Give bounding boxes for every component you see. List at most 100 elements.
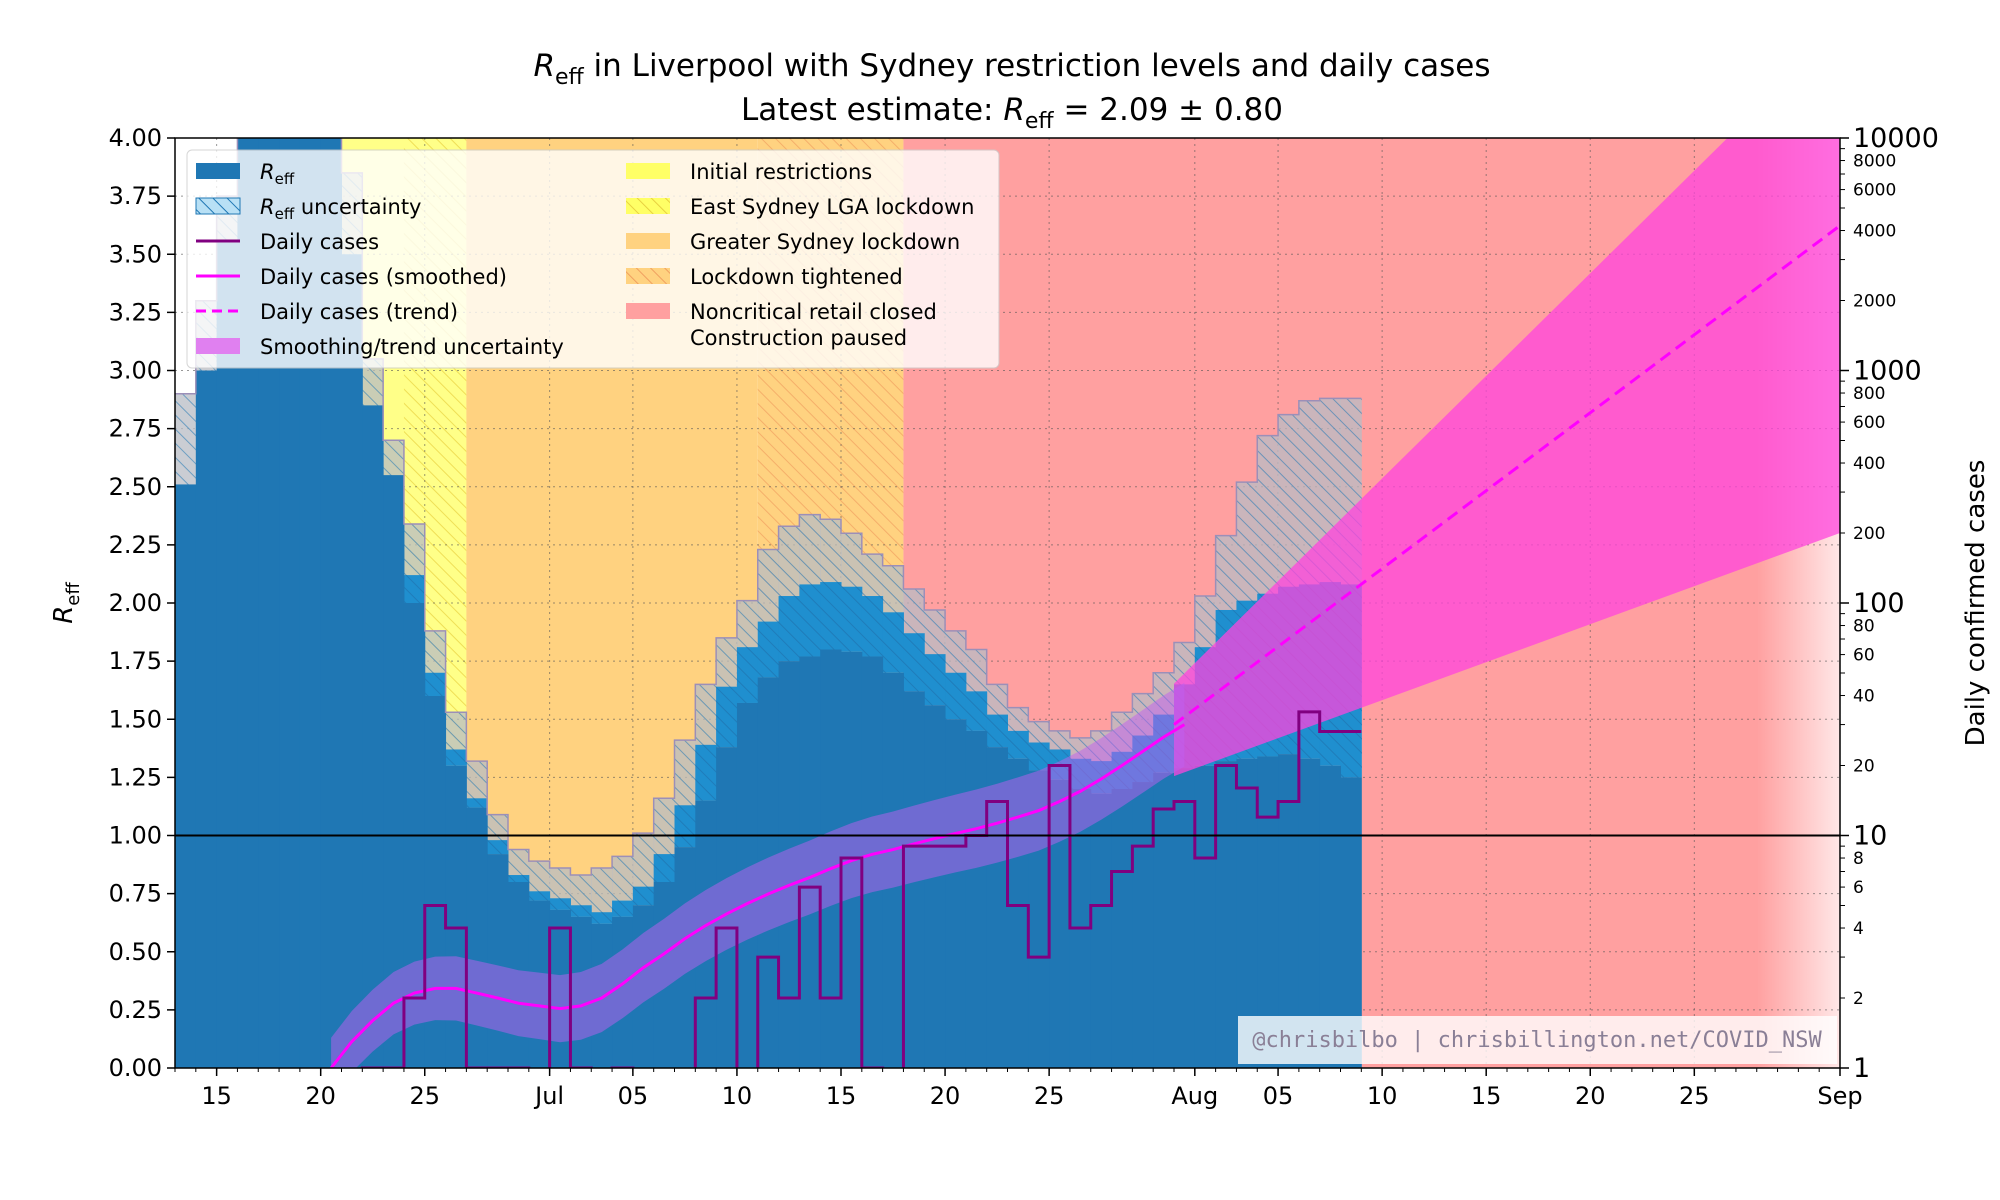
left-tick-label: 1.75 xyxy=(109,647,162,675)
right-minor-tick-label: 400 xyxy=(1853,454,1885,474)
reff-bar xyxy=(216,242,238,1068)
legend: Reff Reff uncertainty Daily cases Daily cas… xyxy=(186,149,1000,369)
right-minor-tick-label: 8 xyxy=(1853,849,1864,869)
reff-bar xyxy=(1319,765,1341,1068)
smoothed-cases-line xyxy=(329,723,1186,1068)
right-minor-tick-label: 8000 xyxy=(1853,152,1896,172)
reff-bar xyxy=(466,807,488,1068)
x-tick-label: 25 xyxy=(1034,1082,1065,1110)
chart-title-line1: Reff in Liverpool with Sydney restrictio… xyxy=(533,48,1490,90)
reff-central-hatch xyxy=(965,691,988,731)
left-tick-label: 1.25 xyxy=(109,763,162,791)
reff-central-hatch xyxy=(612,900,634,917)
x-tick-label: 20 xyxy=(1575,1082,1606,1110)
x-tick-label: Aug xyxy=(1171,1082,1218,1110)
reff-central-hatch xyxy=(695,744,717,801)
reff-bar xyxy=(487,854,509,1068)
legend-swatch-hatch xyxy=(196,198,240,214)
reff-central-hatch xyxy=(487,840,509,855)
x-tick-label: 25 xyxy=(1679,1082,1710,1110)
reff-bar xyxy=(1174,768,1196,1068)
legend-label: Reff uncertainty xyxy=(260,195,421,223)
left-tick-label: 1.00 xyxy=(109,822,162,850)
reff-bar xyxy=(445,765,467,1068)
reff-central-hatch xyxy=(841,586,863,652)
right-tick-label: 100 xyxy=(1853,588,1905,619)
reff-central-hatch xyxy=(591,912,613,924)
reff-central-hatch xyxy=(757,621,780,678)
right-tick-label: 1000 xyxy=(1853,356,1922,387)
reff-central-hatch xyxy=(736,647,759,703)
reff-uncertainty-hatch xyxy=(237,126,258,138)
x-tick-label: 15 xyxy=(826,1082,857,1110)
right-minor-tick-label: 600 xyxy=(1853,413,1885,433)
right-minor-tick-label: 40 xyxy=(1853,687,1875,707)
legend-swatch xyxy=(196,338,240,354)
reff-bar xyxy=(1049,779,1071,1068)
reff-bar xyxy=(1278,754,1300,1068)
legend-swatch-hatch xyxy=(626,268,670,284)
reff-bar xyxy=(965,730,988,1068)
right-minor-tick-label: 60 xyxy=(1853,646,1875,666)
watermark: @chrisbilbo | chrisbillington.net/COVID_… xyxy=(1252,1028,1822,1053)
left-tick-label: 2.75 xyxy=(109,415,162,443)
x-tick-label: 25 xyxy=(409,1082,440,1110)
reff-uncertainty-bar xyxy=(237,126,258,138)
x-tick-label: Jul xyxy=(533,1082,564,1110)
left-tick-label: 1.50 xyxy=(109,705,162,733)
watermark-box xyxy=(1238,1016,1837,1064)
reff-uncertainty-bar xyxy=(300,126,321,138)
right-axis-label: Daily confirmed cases xyxy=(1961,460,1991,747)
legend-label-line2: Construction paused xyxy=(690,326,907,350)
reff-bar xyxy=(1215,761,1237,1068)
reff-central-hatch xyxy=(570,905,592,917)
reff-central-hatch xyxy=(466,798,488,808)
right-tick-label: 1 xyxy=(1853,1053,1870,1084)
legend-label: Smoothing/trend uncertainty xyxy=(260,335,564,359)
x-tick-label: 15 xyxy=(201,1082,232,1110)
reff-bar xyxy=(924,705,946,1068)
reff-bar xyxy=(1090,793,1113,1068)
right-minor-tick-label: 200 xyxy=(1853,524,1885,544)
trend-uncertainty-band xyxy=(1174,138,1840,777)
reff-central-hatch xyxy=(1028,742,1050,771)
left-tick-label: 0.25 xyxy=(109,996,162,1024)
reff-central-hatch xyxy=(403,575,426,603)
reff-bar xyxy=(341,254,363,1068)
reff-central-hatch xyxy=(424,672,447,696)
left-tick-label: 0.00 xyxy=(109,1054,162,1082)
legend-label: Daily cases (smoothed) xyxy=(260,265,507,289)
right-tick-label: 10 xyxy=(1853,821,1887,852)
right-minor-tick-label: 80 xyxy=(1853,617,1875,637)
reff-central-hatch xyxy=(778,596,800,662)
right-minor-tick-label: 20 xyxy=(1853,757,1875,777)
x-tick-label: 10 xyxy=(1367,1082,1398,1110)
reff-central-hatch xyxy=(632,886,655,906)
reff-bar xyxy=(1257,756,1279,1068)
reff-central-hatch xyxy=(945,672,967,720)
legend-label: Initial restrictions xyxy=(690,160,872,184)
left-tick-label: 2.00 xyxy=(109,589,162,617)
chart-title-line2: Latest estimate: Reff = 2.09 ± 0.80 xyxy=(741,92,1283,134)
legend-swatch-hatch xyxy=(626,198,670,214)
left-tick-label: 4.00 xyxy=(109,124,162,152)
reff-central-hatch xyxy=(882,612,904,673)
reff-central-hatch xyxy=(674,805,696,848)
left-tick-label: 3.25 xyxy=(109,298,162,326)
left-tick-label: 0.50 xyxy=(109,938,162,966)
axes: 0.00 0.25 0.50 0.75 1.00 1.25 1.50 1.75 2.00 2.25… xyxy=(109,123,1939,1110)
reff-central-hatch xyxy=(445,749,467,766)
legend-swatch xyxy=(626,303,670,319)
reff-central-hatch xyxy=(508,875,530,882)
reff-bar xyxy=(1132,782,1154,1068)
x-tick-label: 20 xyxy=(305,1082,336,1110)
reff-bar xyxy=(1153,772,1175,1068)
reff-central-hatch xyxy=(799,584,821,657)
smoothing-uncertainty-band xyxy=(331,682,1185,1068)
reff-central-hatch xyxy=(924,654,946,706)
right-minor-tick-label: 6 xyxy=(1853,878,1864,898)
legend-label: Reff xyxy=(260,160,295,188)
x-tick-label: 20 xyxy=(930,1082,961,1110)
left-tick-label: 3.50 xyxy=(109,240,162,268)
